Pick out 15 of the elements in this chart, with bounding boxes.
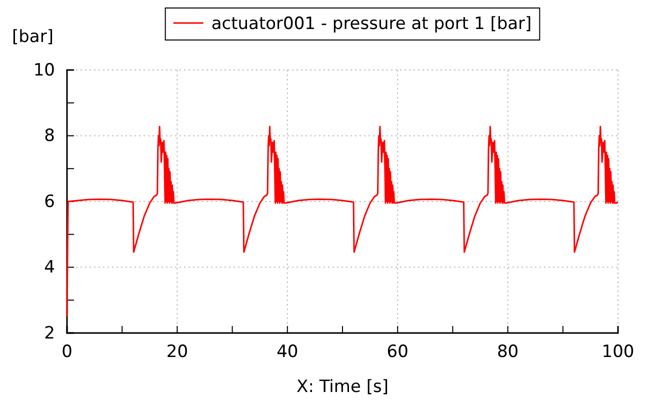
y-axis-title: [bar] xyxy=(12,27,54,47)
x-tick-label: 20 xyxy=(166,342,188,362)
x-tick-label: 60 xyxy=(386,342,408,362)
x-tick-label: 0 xyxy=(62,342,72,362)
y-tick-label: 8 xyxy=(44,126,55,146)
line-series xyxy=(66,126,619,318)
y-tick-label: 2 xyxy=(44,323,55,344)
legend-label: actuator001 - pressure at port 1 [bar] xyxy=(211,14,532,34)
y-tick-label: 6 xyxy=(44,192,55,212)
x-axis-title: X: Time [s] xyxy=(296,377,388,397)
x-tick-label: 80 xyxy=(496,342,519,362)
y-tick-label: 10 xyxy=(33,60,55,80)
y-tick-label: 4 xyxy=(44,258,55,278)
x-tick-label: 40 xyxy=(276,342,298,362)
x-tick-label: 100 xyxy=(602,342,634,362)
